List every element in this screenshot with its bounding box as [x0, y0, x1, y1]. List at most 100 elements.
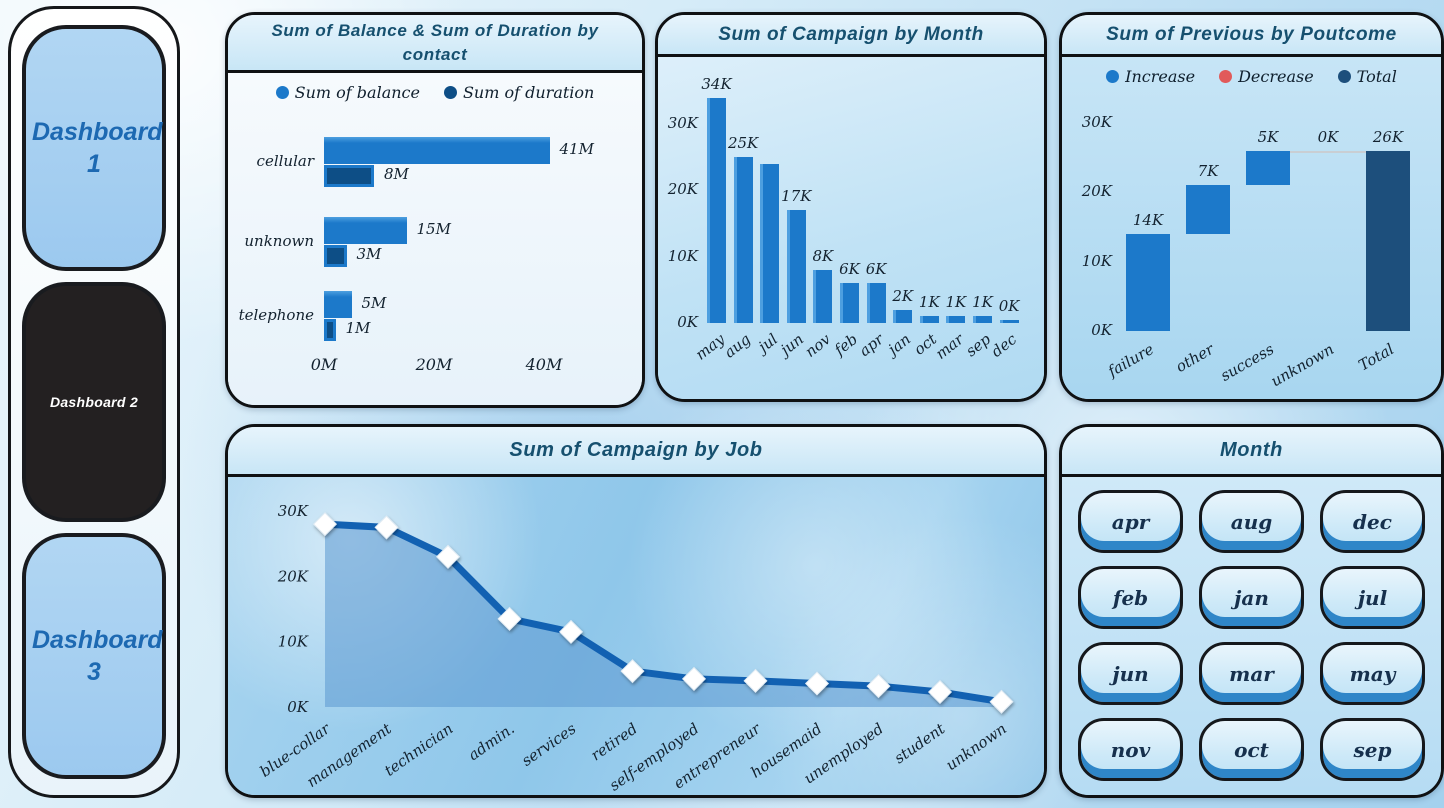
- legend-dot-icon: [1106, 70, 1120, 83]
- bar-duration-cellular[interactable]: [327, 168, 371, 184]
- grouped-bar-chart-contact: cellular 41M 8M unknown 15M 3M telephone 5M 1M 0M…: [239, 133, 604, 374]
- waterfall-bar-Total[interactable]: [1366, 150, 1410, 331]
- data-point-housemaid[interactable]: [804, 671, 830, 696]
- month-option-nov[interactable]: nov: [1078, 718, 1183, 781]
- y-axis-tick: 20K: [1081, 182, 1112, 201]
- month-option-mar[interactable]: mar: [1199, 642, 1304, 705]
- nav-dashboard-3[interactable]: Dashboard 3: [22, 533, 166, 779]
- chart-title-text: Sum of Campaign by Job: [509, 439, 763, 461]
- value-label: 17K: [781, 187, 812, 206]
- data-point-technician[interactable]: [435, 544, 461, 569]
- x-axis-tick: 0M: [310, 355, 338, 374]
- column-chart-month: 0K 10K 20K 30K 34K may 25K aug jul 17K jun 8K nov 6K f…: [668, 75, 1024, 364]
- month-option-oct[interactable]: oct: [1199, 718, 1304, 781]
- x-axis-label-retired: retired: [587, 720, 640, 765]
- data-point-retired[interactable]: [620, 659, 645, 684]
- value-label: 15M: [416, 220, 451, 238]
- waterfall-bar-other[interactable]: [1186, 185, 1230, 234]
- legend-item-total[interactable]: Total: [1337, 67, 1397, 86]
- y-axis-tick: 10K: [1081, 251, 1112, 270]
- y-axis-tick: 0K: [287, 698, 309, 716]
- value-label: 0K: [1317, 127, 1339, 146]
- nav-dashboard-2[interactable]: Dashboard 2: [22, 282, 166, 522]
- month-option-jan[interactable]: jan: [1199, 566, 1304, 629]
- panel-balance-duration-by-contact: Sum of Balance & Sum of Duration by cont…: [225, 12, 645, 408]
- y-axis-tick: 20K: [667, 180, 698, 199]
- column-feb[interactable]: [840, 283, 859, 323]
- month-option-apr[interactable]: apr: [1078, 490, 1183, 553]
- data-point-management[interactable]: [374, 515, 399, 540]
- data-point-blue-collar[interactable]: [312, 512, 338, 537]
- chart-title-job: Sum of Campaign by Job: [228, 427, 1044, 477]
- month-option-aug[interactable]: aug: [1199, 490, 1304, 553]
- column-mar[interactable]: [946, 316, 966, 323]
- month-option-jul[interactable]: jul: [1320, 566, 1425, 629]
- bar-duration-telephone[interactable]: [327, 322, 333, 338]
- legend-item-duration[interactable]: Sum of duration: [443, 83, 595, 102]
- legend-item-decrease[interactable]: Decrease: [1219, 67, 1314, 86]
- month-option-dec[interactable]: dec: [1320, 490, 1425, 553]
- x-axis-tick: 20M: [415, 355, 453, 374]
- panel-month-slicer: Month apr aug dec feb jan jul jun mar may nov oct s…: [1059, 424, 1444, 798]
- month-option-jun[interactable]: jun: [1078, 642, 1183, 705]
- x-axis-label-admin.: admin.: [465, 720, 518, 765]
- waterfall-bar-success[interactable]: [1246, 150, 1290, 186]
- y-axis-tick: 10K: [667, 246, 698, 265]
- month-option-feb[interactable]: feb: [1078, 566, 1183, 629]
- area-fill[interactable]: [325, 524, 1002, 707]
- legend-label: Decrease: [1238, 67, 1314, 86]
- waterfall-bar-failure[interactable]: [1126, 233, 1170, 331]
- slicer-title: Month: [1062, 427, 1441, 477]
- data-point-admin.[interactable]: [497, 606, 522, 631]
- data-point-services[interactable]: [558, 619, 584, 644]
- bar-balance-telephone[interactable]: [324, 291, 352, 318]
- x-axis-label-student: student: [891, 719, 949, 767]
- value-label: 7K: [1197, 162, 1219, 181]
- data-point-unknown[interactable]: [989, 689, 1014, 714]
- x-axis-label-services: services: [518, 719, 579, 769]
- column-nov[interactable]: [813, 269, 833, 323]
- data-point-self-employed[interactable]: [681, 666, 707, 691]
- legend-item-increase[interactable]: Increase: [1106, 67, 1195, 86]
- column-jun[interactable]: [786, 210, 806, 323]
- column-dec[interactable]: [999, 320, 1019, 323]
- value-label: 1K: [972, 293, 993, 312]
- chart-title-month: Sum of Campaign by Month: [658, 15, 1044, 57]
- chart-title-text: Sum of Previous by Poutcome: [1106, 23, 1397, 45]
- month-option-may[interactable]: may: [1320, 642, 1425, 705]
- legend-label: Total: [1356, 67, 1397, 86]
- bar-duration-unknown[interactable]: [327, 248, 344, 264]
- chart-title-poutcome: Sum of Previous by Poutcome: [1062, 15, 1441, 57]
- column-jan[interactable]: [893, 309, 913, 323]
- column-aug[interactable]: [733, 157, 753, 323]
- column-may[interactable]: [707, 97, 726, 323]
- panel-previous-by-poutcome: Sum of Previous by Poutcome Increase Dec…: [1059, 12, 1444, 402]
- legend-label: Increase: [1125, 67, 1196, 86]
- legend-dot-icon: [1219, 70, 1233, 83]
- data-point-unemployed[interactable]: [866, 674, 891, 699]
- value-label: 1K: [945, 293, 967, 312]
- waterfall-chart-poutcome: 0K 10K 20K 30K 14K failure 7K other 5K success 0K u…: [1082, 113, 1418, 390]
- data-point-entrepreneur[interactable]: [743, 668, 768, 693]
- legend-label: Sum of duration: [462, 83, 595, 102]
- nav-dashboard-1[interactable]: Dashboard 1: [22, 25, 166, 271]
- column-jul[interactable]: [760, 163, 780, 323]
- bar-balance-cellular[interactable]: [324, 137, 550, 164]
- chart-title-text: Sum of Campaign by Month: [718, 23, 984, 45]
- panel-campaign-by-job: Sum of Campaign by Job 0K 10K 20K 30K blue-c…: [225, 424, 1047, 798]
- data-point-student[interactable]: [927, 679, 953, 705]
- value-label: 14K: [1132, 210, 1164, 229]
- bar-balance-unknown[interactable]: [324, 217, 407, 244]
- value-label: 6K: [839, 260, 860, 279]
- month-option-sep[interactable]: sep: [1320, 718, 1425, 781]
- legend-item-balance[interactable]: Sum of balance: [275, 83, 420, 102]
- chart-body-job: 0K 10K 20K 30K blue-collar management technici…: [228, 477, 1044, 795]
- column-oct[interactable]: [919, 316, 939, 323]
- value-label: 6K: [865, 260, 887, 279]
- column-apr[interactable]: [866, 283, 886, 323]
- legend-dot-icon: [443, 86, 457, 99]
- area-chart-job: 0K10K20K30Kblue-collarmanagementtechnici…: [256, 502, 1014, 794]
- column-sep[interactable]: [973, 316, 992, 323]
- waterfall-connector: [1290, 150, 1374, 153]
- legend-label: Sum of balance: [294, 83, 420, 102]
